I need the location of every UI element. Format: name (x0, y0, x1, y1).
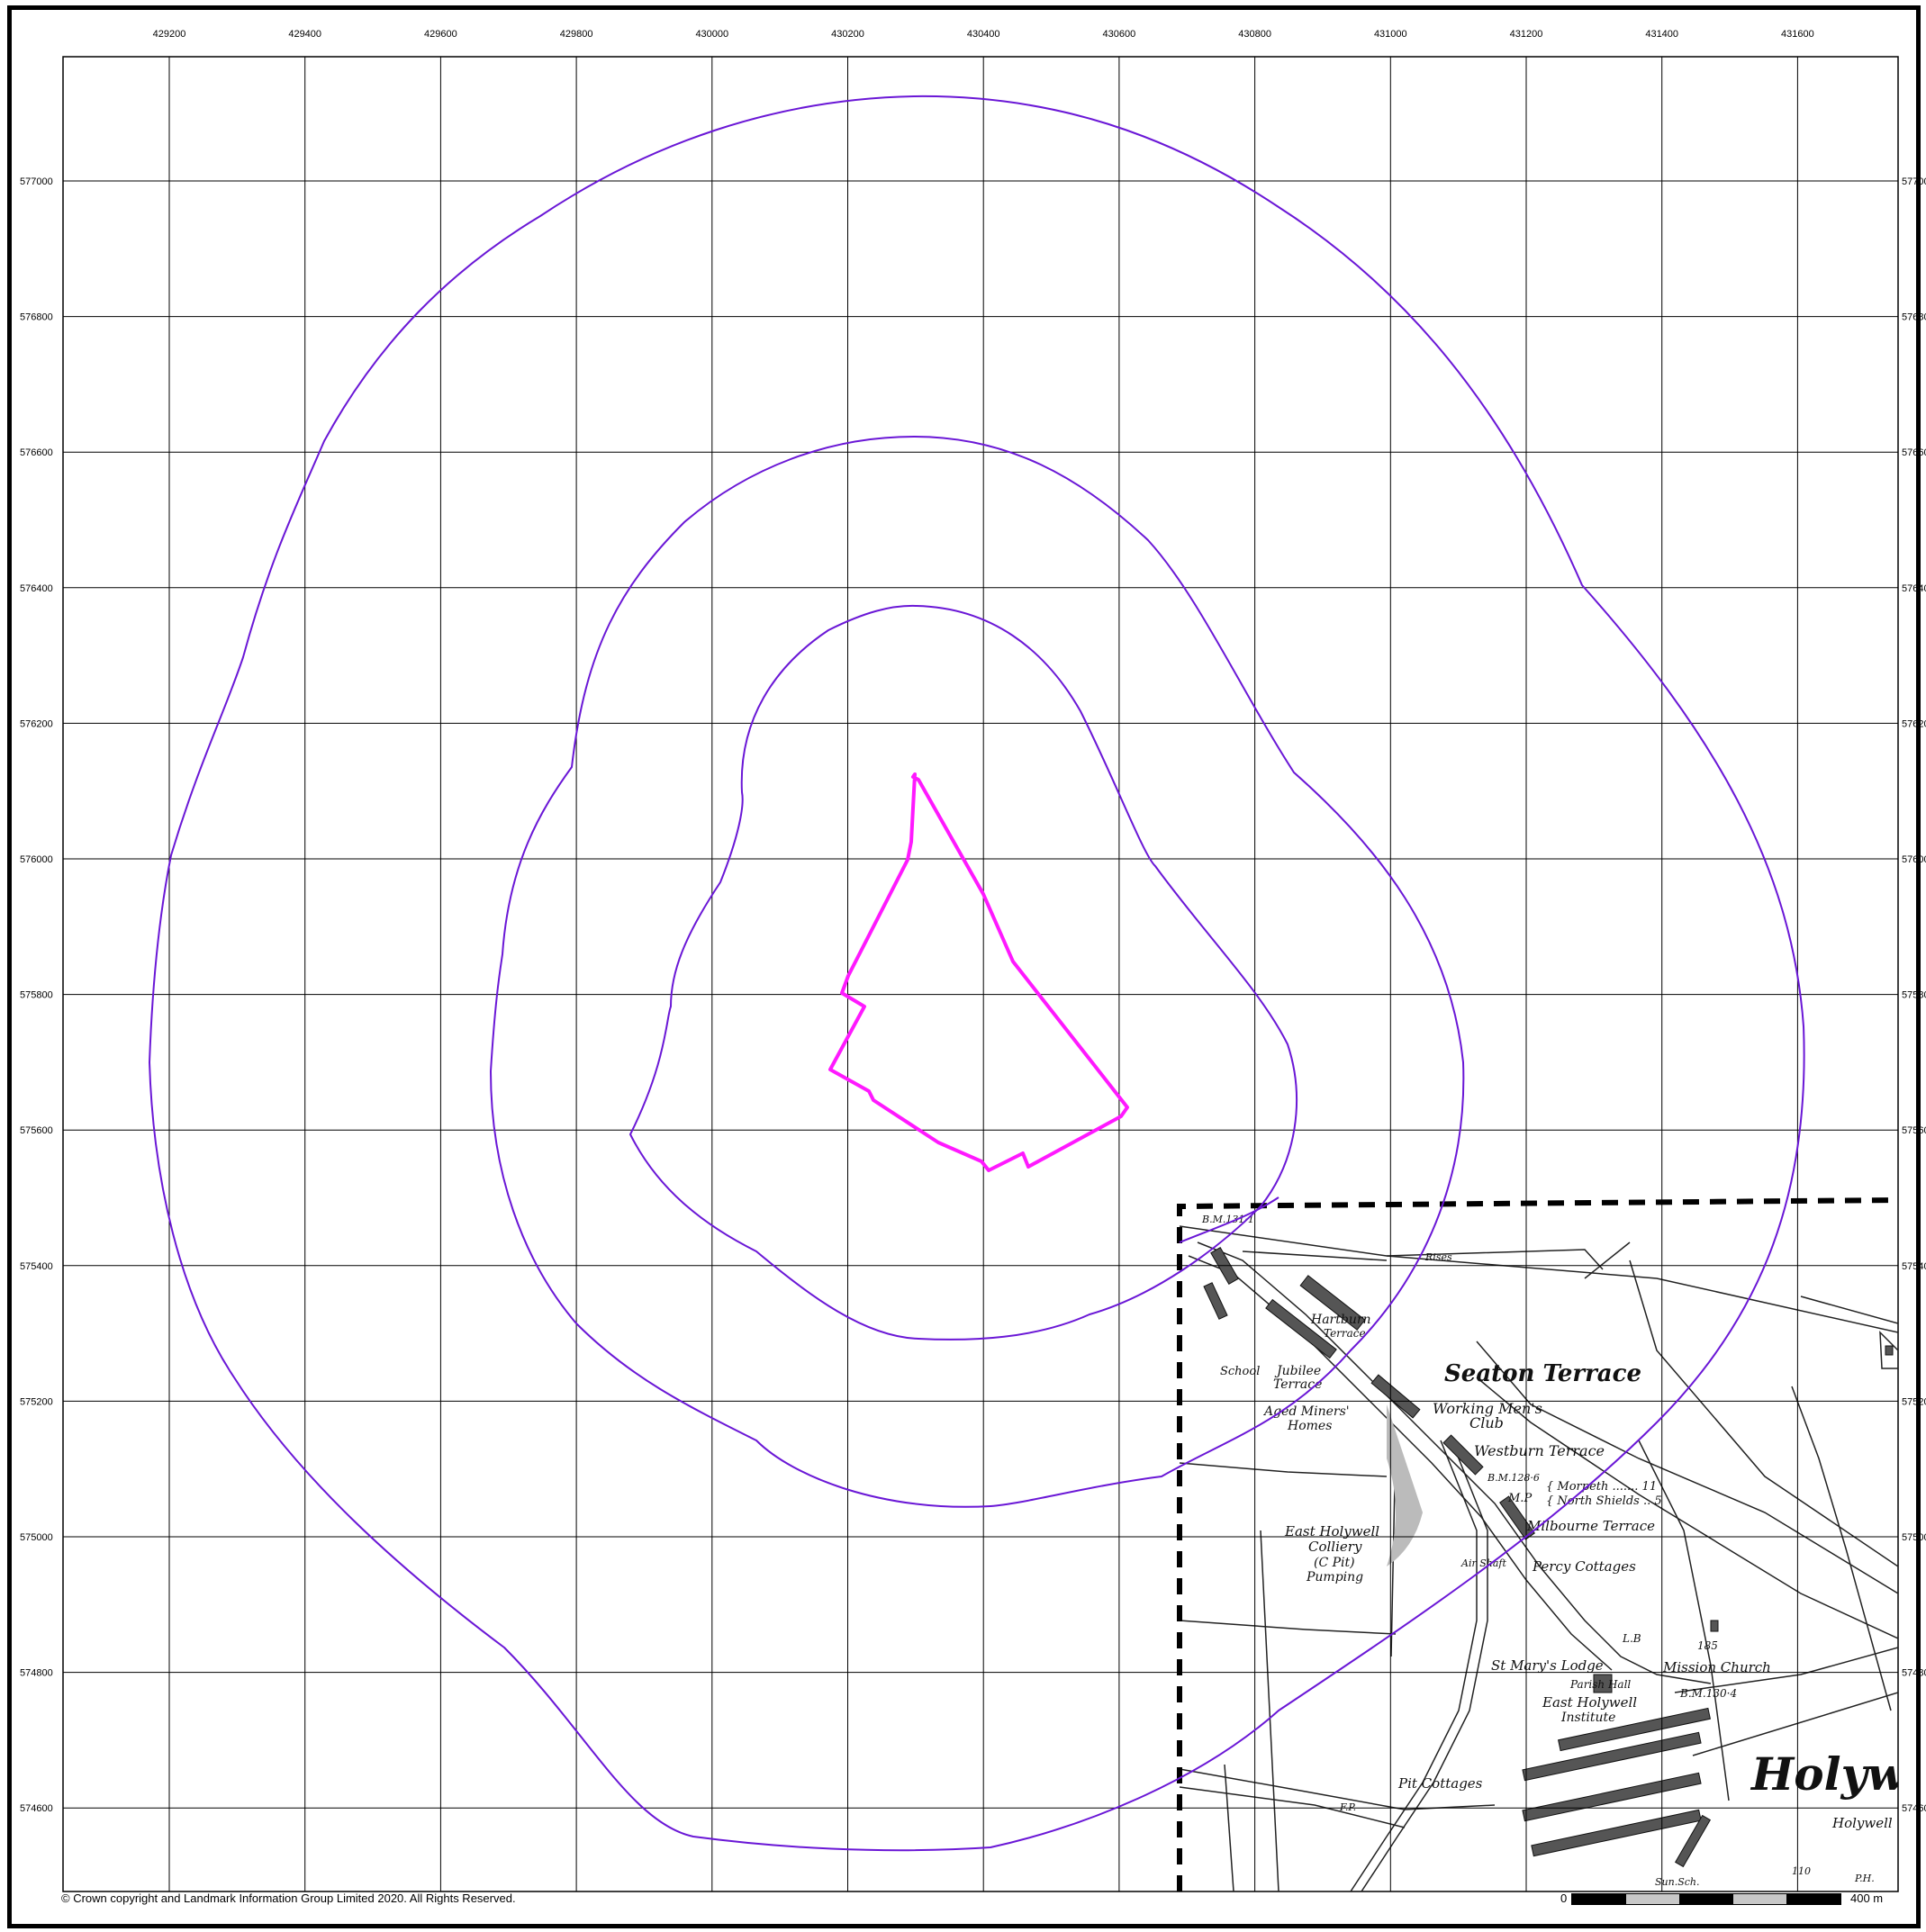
os-label: Hartburn (1310, 1313, 1371, 1327)
easting-tick-label: 431200 (1510, 29, 1543, 40)
easting-tick-label: 430600 (1103, 29, 1136, 40)
os-label: Terrace (1273, 1377, 1322, 1392)
buffer-ring-middle[interactable] (489, 435, 1465, 1508)
easting-tick-label: 431000 (1374, 29, 1407, 40)
os-label: Working Men's (1433, 1400, 1542, 1417)
northing-tick-label-right: 575200 (1902, 1396, 1926, 1407)
os-label: F.P. (1339, 1801, 1356, 1813)
buffer-ring-inner[interactable] (628, 604, 1298, 1341)
northing-tick-label-right: 576800 (1902, 312, 1926, 323)
os-label: Terrace (1324, 1327, 1366, 1340)
northing-tick-label-left: 577000 (20, 176, 53, 187)
os-label: Institute (1560, 1711, 1615, 1725)
northing-tick-label-left: 574600 (20, 1803, 53, 1814)
os-label-holywell: Holyw (1750, 1747, 1908, 1801)
easting-tick-label: 429400 (288, 29, 321, 40)
easting-tick-label: 429200 (153, 29, 186, 40)
os-label: Pumping (1306, 1570, 1363, 1584)
os-label: Aged Miners' (1262, 1404, 1350, 1419)
os-label: Parish Hall (1569, 1678, 1631, 1691)
os-label: M.P (1507, 1492, 1532, 1505)
os-label: Sun.Sch. (1655, 1876, 1699, 1888)
map-frame (62, 56, 1899, 1892)
os-label: Holywell (1831, 1815, 1893, 1831)
easting-tick-label: 431600 (1781, 29, 1814, 40)
northing-tick-label-right: 575600 (1902, 1125, 1926, 1136)
northing-tick-label-right: 574600 (1902, 1803, 1926, 1814)
easting-tick-label: 430200 (831, 29, 864, 40)
os-label-seaton-terrace: Seaton Terrace (1444, 1360, 1641, 1387)
os-label: East Holywell (1284, 1523, 1379, 1539)
northing-tick-label-right: 577000 (1902, 176, 1926, 187)
grid-lines (63, 57, 1898, 1891)
northing-tick-labels: 577000 577000 576800 576800 576600 576600 5764… (20, 176, 1926, 1814)
easting-tick-label: 429800 (560, 29, 593, 40)
northing-tick-label-right: 575400 (1902, 1261, 1926, 1272)
scale-bar-start-label: 0 (1560, 1891, 1568, 1905)
os-label: { Morpeth ....... 11 (1546, 1480, 1657, 1494)
northing-tick-label-left: 575000 (20, 1532, 53, 1543)
northing-tick-label-right: 576400 (1902, 583, 1926, 594)
northing-tick-label-right: 576200 (1902, 718, 1926, 729)
historic-map-extract: B.M.131·1 Rises Hartburn Terrace Seaton … (1179, 1214, 1908, 1891)
os-label: Jubilee (1274, 1364, 1321, 1378)
historic-map-labels: B.M.131·1 Rises Hartburn Terrace Seaton … (1201, 1214, 1908, 1888)
os-label: (C Pit) (1314, 1556, 1355, 1570)
map-sheet (7, 5, 1921, 1928)
northing-tick-label-left: 576800 (20, 312, 53, 323)
os-label: Pit Cottages (1397, 1775, 1483, 1792)
os-label: St Mary's Lodge (1491, 1657, 1604, 1674)
easting-tick-label: 429600 (424, 29, 457, 40)
northing-tick-label-left: 576400 (20, 583, 53, 594)
northing-tick-label-right: 574800 (1902, 1668, 1926, 1679)
os-label: Club (1469, 1414, 1504, 1431)
os-label: School (1220, 1365, 1260, 1378)
easting-tick-labels: 429200 429400 429600 429800 430000 430200 4304… (153, 29, 1814, 40)
northing-tick-label-left: 576200 (20, 718, 53, 729)
copyright-notice: © Crown copyright and Landmark Informati… (61, 1891, 516, 1905)
os-label: B.M.131·1 (1201, 1214, 1254, 1225)
easting-tick-label: 430800 (1238, 29, 1271, 40)
northing-tick-label-left: 575400 (20, 1261, 53, 1272)
northing-tick-label-left: 576600 (20, 447, 53, 458)
os-label: Homes (1287, 1419, 1332, 1433)
os-label: East Holywell (1542, 1694, 1637, 1711)
easting-tick-label: 430000 (695, 29, 728, 40)
os-label: Milbourne Terrace (1526, 1518, 1655, 1534)
northing-tick-label-right: 575800 (1902, 990, 1926, 1001)
easting-tick-label: 430400 (967, 29, 1000, 40)
scale-bar-graphic (1571, 1893, 1841, 1905)
os-label: Westburn Terrace (1474, 1442, 1605, 1459)
northing-tick-label-left: 575200 (20, 1396, 53, 1407)
os-label: L.B (1622, 1632, 1641, 1645)
os-label: Mission Church (1662, 1659, 1771, 1675)
northing-tick-label-right: 575000 (1902, 1532, 1926, 1543)
northing-tick-label-left: 575800 (20, 990, 53, 1001)
os-label: P.H. (1854, 1873, 1875, 1884)
os-label: 185 (1697, 1639, 1718, 1652)
historic-extract-boundary (1177, 1197, 1899, 1891)
os-label: Rises (1424, 1251, 1452, 1263)
northing-tick-label-left: 574800 (20, 1668, 53, 1679)
site-boundary[interactable] (828, 772, 1129, 1172)
northing-tick-label-left: 576000 (20, 854, 53, 865)
os-label: Percy Cottages (1532, 1558, 1636, 1575)
northing-tick-label-right: 576000 (1902, 854, 1926, 865)
easting-tick-label: 431400 (1645, 29, 1678, 40)
scale-bar-end-label: 400 m (1850, 1891, 1884, 1905)
os-label: Air Shaft (1460, 1557, 1506, 1569)
os-label: B.M.130·4 (1679, 1687, 1737, 1700)
northing-tick-label-right: 576600 (1902, 447, 1926, 458)
os-label: Colliery (1308, 1539, 1362, 1555)
northing-tick-label-left: 575600 (20, 1125, 53, 1136)
buffer-ring-outer[interactable] (148, 95, 1805, 1852)
os-label: B.M.128·6 (1487, 1472, 1540, 1484)
os-label: 110 (1792, 1865, 1811, 1877)
buffer-rings (148, 95, 1805, 1852)
